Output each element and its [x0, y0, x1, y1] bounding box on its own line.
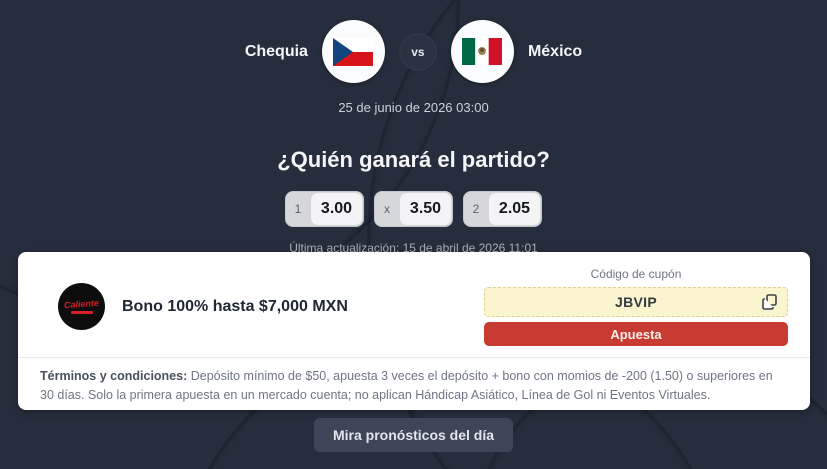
odds-label: x	[384, 202, 390, 216]
market-question: ¿Quién ganará el partido?	[277, 147, 550, 172]
caliente-logo-text: Caliente	[63, 297, 100, 310]
footer-cta-row: Mira pronósticos del día	[0, 418, 827, 452]
mexico-flag-icon	[450, 20, 514, 83]
odds-button-draw[interactable]: x 3.50	[374, 191, 453, 227]
vs-badge: vs	[398, 32, 437, 71]
promo-card: Caliente Bono 100% hasta $7,000 MXN Códi…	[18, 252, 810, 410]
daily-predictions-button[interactable]: Mira pronósticos del día	[313, 418, 514, 452]
copy-icon[interactable]	[761, 293, 779, 311]
terms-body: Depósito mínimo de $50, apuesta 3 veces …	[40, 369, 773, 403]
terms-and-conditions: Términos y condiciones: Depósito mínimo …	[18, 357, 810, 406]
last-update-text: Última actualización: 15 de abril de 202…	[289, 241, 538, 255]
promo-offer: Caliente Bono 100% hasta $7,000 MXN	[58, 283, 348, 330]
odds-value: 3.50	[400, 193, 451, 225]
caliente-logo-bar	[70, 310, 93, 314]
coupon-panel: Código de cupón JBVIP Apuesta	[484, 267, 788, 346]
odds-button-away[interactable]: 2 2.05	[463, 191, 542, 227]
caliente-logo-icon: Caliente	[58, 283, 105, 330]
odds-button-home[interactable]: 1 3.00	[285, 191, 364, 227]
coupon-code: JBVIP	[615, 294, 657, 310]
bonus-text: Bono 100% hasta $7,000 MXN	[122, 297, 348, 315]
terms-title: Términos y condiciones:	[40, 369, 188, 383]
bet-button[interactable]: Apuesta	[484, 322, 788, 346]
coupon-label: Código de cupón	[590, 267, 682, 281]
match-header: Chequia vs México	[0, 0, 827, 83]
odds-label: 1	[294, 202, 302, 216]
odds-value: 2.05	[489, 193, 540, 225]
away-team-name: México	[527, 42, 583, 60]
odds-label: 2	[472, 202, 480, 216]
odds-value: 3.00	[311, 193, 362, 225]
odds-row: 1 3.00 x 3.50 2 2.05	[0, 191, 827, 227]
coupon-code-box[interactable]: JBVIP	[484, 287, 788, 317]
home-team-name: Chequia	[244, 42, 308, 60]
match-datetime: 25 de junio de 2026 03:00	[338, 100, 489, 115]
promo-top-row: Caliente Bono 100% hasta $7,000 MXN Códi…	[18, 252, 810, 357]
czech-flag-icon	[321, 20, 385, 83]
